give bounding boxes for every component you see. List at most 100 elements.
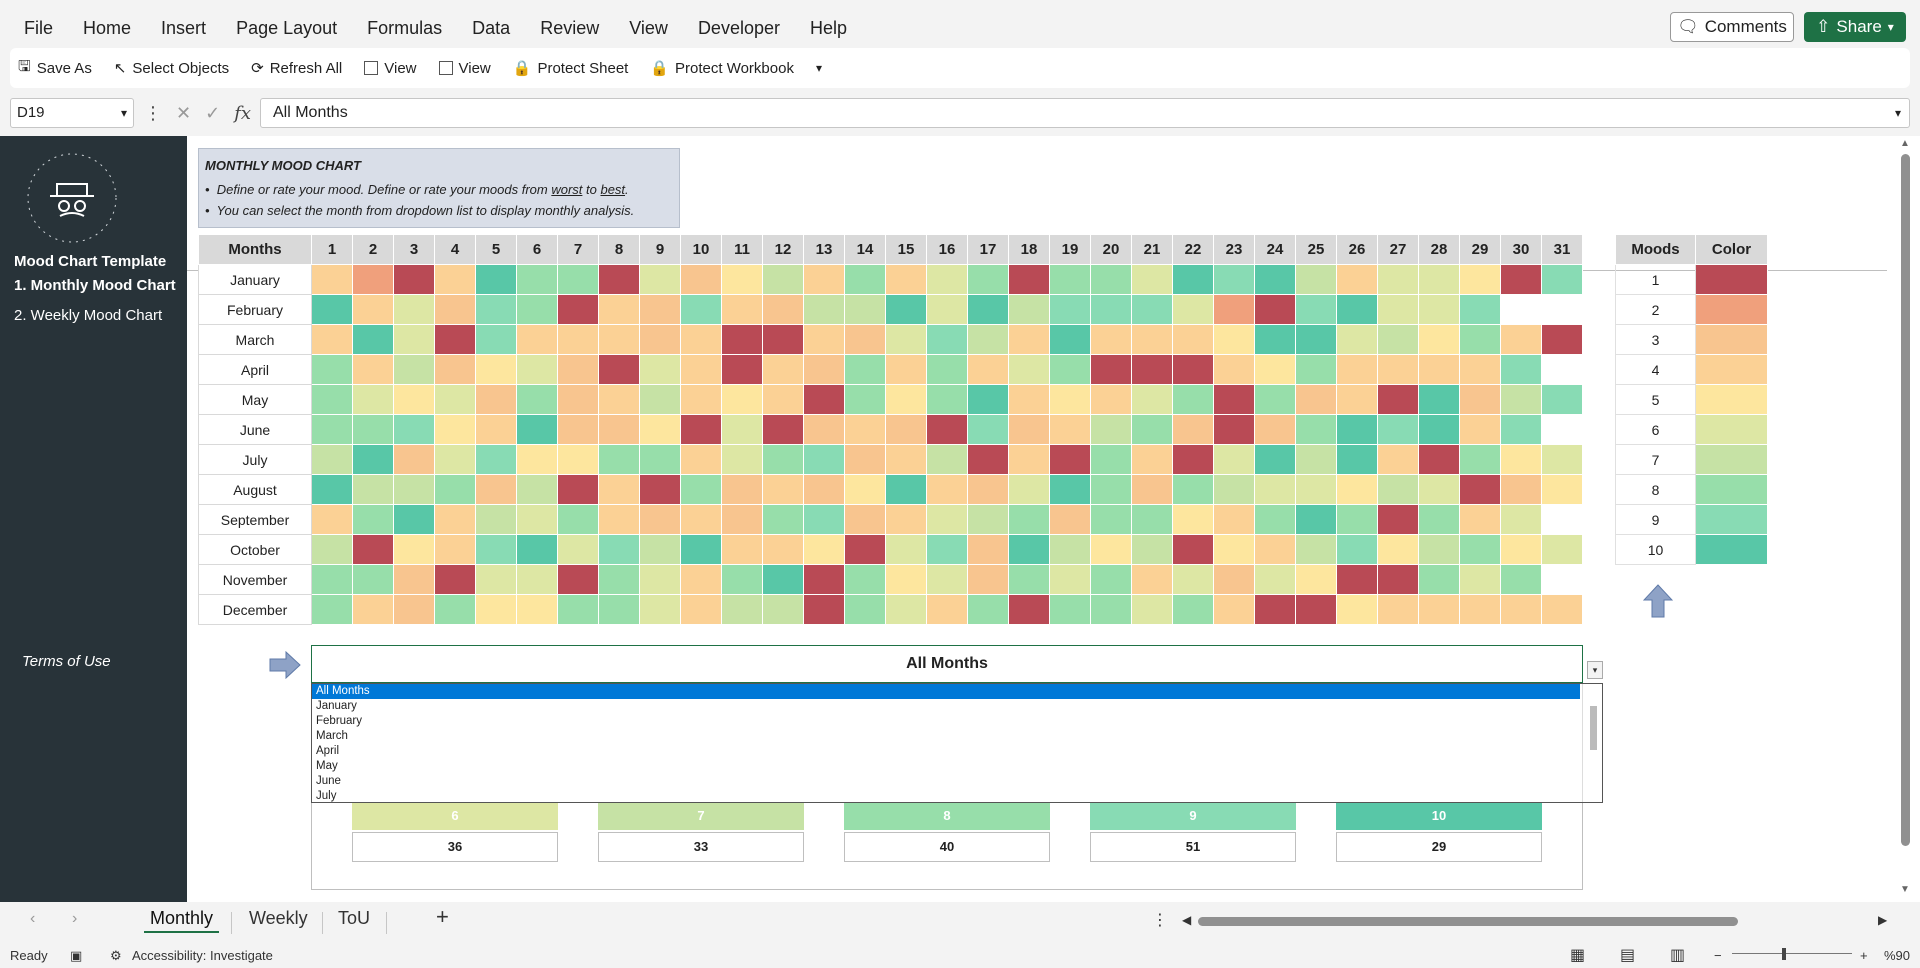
mood-cell[interactable] <box>311 474 353 505</box>
mood-color-swatch[interactable] <box>1695 324 1768 355</box>
mood-cell[interactable] <box>844 354 886 385</box>
mood-cell[interactable] <box>1418 474 1460 505</box>
mood-cell[interactable] <box>1213 474 1255 505</box>
mood-cell[interactable] <box>844 264 886 295</box>
mood-cell[interactable] <box>1172 324 1214 355</box>
mood-cell[interactable] <box>352 534 394 565</box>
dropdown-option[interactable]: February <box>316 715 363 727</box>
mood-cell[interactable] <box>885 414 927 445</box>
mood-cell[interactable] <box>1131 354 1173 385</box>
mood-color-swatch[interactable] <box>1695 534 1768 565</box>
mood-level[interactable]: 1 <box>1615 264 1696 295</box>
mood-cell[interactable] <box>434 534 476 565</box>
mood-cell[interactable] <box>1500 414 1542 445</box>
mood-cell[interactable] <box>1336 474 1378 505</box>
comments-button[interactable]: 🗨 Comments <box>1670 12 1794 42</box>
mood-cell[interactable] <box>557 324 599 355</box>
mood-cell[interactable] <box>1090 384 1132 415</box>
mood-cell[interactable] <box>311 594 353 625</box>
mood-cell[interactable] <box>516 504 558 535</box>
mood-cell[interactable] <box>762 444 804 475</box>
tab-weekly[interactable]: Weekly <box>249 908 308 928</box>
more-icon[interactable]: ⋮ <box>1152 912 1168 929</box>
mood-cell[interactable] <box>1295 354 1337 385</box>
month-label[interactable]: April <box>198 354 312 385</box>
mood-cell[interactable] <box>1541 384 1583 415</box>
mood-cell[interactable] <box>1377 294 1419 325</box>
mood-cell[interactable] <box>1131 504 1173 535</box>
mood-cell[interactable] <box>926 414 968 445</box>
mood-cell[interactable] <box>1500 354 1542 385</box>
dropdown-option[interactable]: March <box>316 730 348 742</box>
mood-cell[interactable] <box>1131 324 1173 355</box>
mood-cell[interactable] <box>803 264 845 295</box>
mood-cell[interactable] <box>1254 504 1296 535</box>
mood-cell[interactable] <box>475 474 517 505</box>
mood-cell[interactable] <box>598 534 640 565</box>
month-label[interactable]: October <box>198 534 312 565</box>
mood-cell[interactable] <box>393 354 435 385</box>
mood-cell[interactable] <box>1295 324 1337 355</box>
dropdown-scrollbar[interactable] <box>1582 684 1602 802</box>
mood-cell[interactable] <box>1377 474 1419 505</box>
mood-cell[interactable] <box>598 324 640 355</box>
mood-cell[interactable] <box>1418 294 1460 325</box>
mood-cell[interactable] <box>1090 474 1132 505</box>
mood-cell[interactable] <box>1090 354 1132 385</box>
mood-cell[interactable] <box>639 354 681 385</box>
mood-cell[interactable] <box>1541 564 1583 595</box>
mood-cell[interactable] <box>762 474 804 505</box>
mood-cell[interactable] <box>1377 444 1419 475</box>
mood-cell[interactable] <box>721 444 763 475</box>
mood-cell[interactable] <box>1172 504 1214 535</box>
mood-cell[interactable] <box>721 564 763 595</box>
mood-level[interactable]: 9 <box>1615 504 1696 535</box>
mood-cell[interactable] <box>926 324 968 355</box>
mood-cell[interactable] <box>434 564 476 595</box>
mood-cell[interactable] <box>1295 474 1337 505</box>
mood-cell[interactable] <box>598 594 640 625</box>
refresh-all-button[interactable]: ⟳ Refresh All <box>251 59 342 78</box>
mood-cell[interactable] <box>1213 504 1255 535</box>
mood-cell[interactable] <box>967 384 1009 415</box>
mood-cell[interactable] <box>1541 474 1583 505</box>
mood-cell[interactable] <box>1459 414 1501 445</box>
mood-cell[interactable] <box>639 444 681 475</box>
mood-cell[interactable] <box>1336 504 1378 535</box>
mood-cell[interactable] <box>557 594 599 625</box>
mood-cell[interactable] <box>393 264 435 295</box>
mood-cell[interactable] <box>393 594 435 625</box>
mood-cell[interactable] <box>885 384 927 415</box>
mood-cell[interactable] <box>1213 324 1255 355</box>
menu-item-formulas[interactable]: Formulas <box>367 18 443 38</box>
scroll-left-icon[interactable]: ◀ <box>1182 913 1192 927</box>
view-checkbox-2[interactable]: View <box>438 60 491 77</box>
menu-item-home[interactable]: Home <box>83 18 132 38</box>
mood-cell[interactable] <box>1049 534 1091 565</box>
mood-cell[interactable] <box>1090 534 1132 565</box>
month-label[interactable]: August <box>198 474 312 505</box>
mood-cell[interactable] <box>1500 534 1542 565</box>
mood-cell[interactable] <box>1090 444 1132 475</box>
mood-cell[interactable] <box>1418 384 1460 415</box>
mood-color-swatch[interactable] <box>1695 384 1768 415</box>
mood-cell[interactable] <box>1008 594 1050 625</box>
mood-cell[interactable] <box>803 324 845 355</box>
month-label[interactable]: November <box>198 564 312 595</box>
mood-cell[interactable] <box>967 294 1009 325</box>
mood-cell[interactable] <box>1172 534 1214 565</box>
mood-cell[interactable] <box>680 384 722 415</box>
menu-item-page-layout[interactable]: Page Layout <box>236 18 338 38</box>
month-label[interactable]: December <box>198 594 312 625</box>
mood-color-swatch[interactable] <box>1695 414 1768 445</box>
mood-cell[interactable] <box>434 504 476 535</box>
mood-cell[interactable] <box>352 414 394 445</box>
mood-cell[interactable] <box>393 324 435 355</box>
horizontal-scroll-thumb[interactable] <box>1198 917 1738 926</box>
mood-cell[interactable] <box>967 444 1009 475</box>
mood-cell[interactable] <box>1459 534 1501 565</box>
mood-cell[interactable] <box>311 444 353 475</box>
mood-cell[interactable] <box>393 474 435 505</box>
mood-cell[interactable] <box>844 324 886 355</box>
tab-tou[interactable]: ToU <box>338 908 371 928</box>
